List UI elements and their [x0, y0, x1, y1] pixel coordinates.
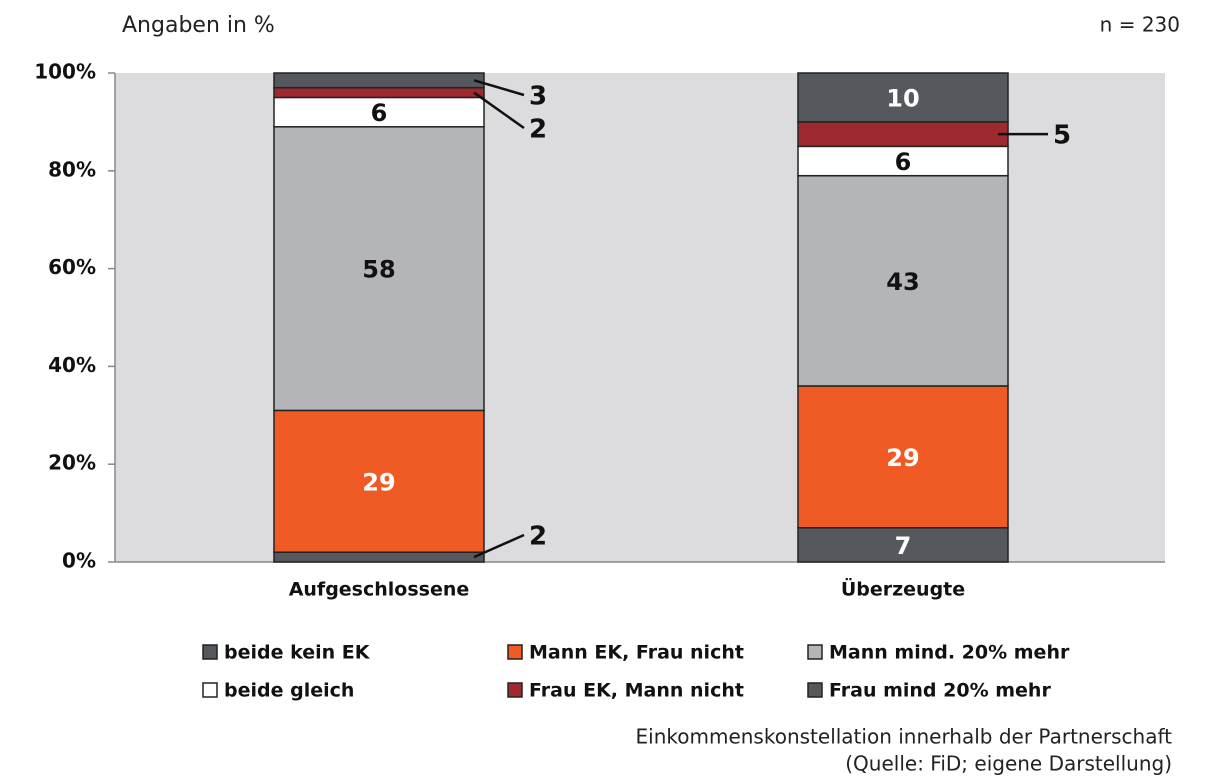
data-label: 29	[362, 468, 395, 496]
legend-label: Frau EK, Mann nicht	[529, 680, 744, 702]
leader-line	[473, 91, 525, 130]
legend-label: Mann mind. 20% mehr	[829, 642, 1070, 664]
legend-swatch	[507, 682, 523, 698]
bar-segment	[273, 409, 485, 553]
data-label: 3	[529, 82, 547, 112]
legend-label: beide kein EK	[224, 642, 371, 664]
data-label: 6	[371, 99, 388, 127]
bar-segment	[273, 72, 485, 89]
bar-segment	[273, 551, 485, 563]
legend-label: Mann EK, Frau nicht	[529, 642, 744, 664]
bar-segment	[273, 126, 485, 412]
x-tick-label: Überzeugte	[841, 577, 965, 601]
data-label: 5	[1053, 121, 1071, 151]
x-tick-label: Aufgeschlossene	[289, 579, 470, 601]
data-label: 58	[362, 256, 395, 284]
y-tick-label: 20%	[48, 451, 96, 475]
bar-segment	[797, 121, 1009, 148]
data-label: 29	[886, 444, 919, 472]
data-label: 6	[895, 148, 912, 176]
legend-swatch	[807, 682, 823, 698]
bar-segment	[797, 72, 1009, 123]
legend-label: beide gleich	[224, 680, 354, 702]
bar-segment	[797, 174, 1009, 387]
legend-swatch	[507, 644, 523, 660]
footnote: (Quelle: FiD; eigene Darstellung)	[845, 752, 1172, 776]
y-tick-label: 100%	[34, 60, 96, 84]
data-label: 43	[886, 268, 919, 296]
data-label: 7	[895, 532, 912, 560]
legend-swatch	[202, 644, 218, 660]
y-tick-label: 40%	[48, 353, 96, 377]
bar-segment	[273, 96, 485, 128]
footnote: Einkommenskonstellation innerhalb der Pa…	[636, 725, 1173, 749]
leader-line	[473, 533, 525, 559]
legend-swatch	[807, 644, 823, 660]
y-tick-label: 80%	[48, 157, 96, 181]
annotation: n = 230	[1100, 13, 1180, 37]
data-label: 2	[529, 115, 547, 145]
data-label: 2	[529, 522, 547, 552]
legend-swatch	[202, 682, 218, 698]
legend-label: Frau mind 20% mehr	[829, 680, 1051, 702]
bar-segment	[273, 86, 485, 99]
bar-segment	[797, 527, 1009, 563]
y-tick-label: 0%	[62, 549, 96, 573]
data-label: 10	[886, 84, 919, 112]
bar-segment	[797, 385, 1009, 529]
y-tick-label: 60%	[48, 255, 96, 279]
subtitle: Angaben in %	[122, 13, 275, 38]
leader-line	[473, 79, 525, 97]
bar-segment	[797, 145, 1009, 177]
